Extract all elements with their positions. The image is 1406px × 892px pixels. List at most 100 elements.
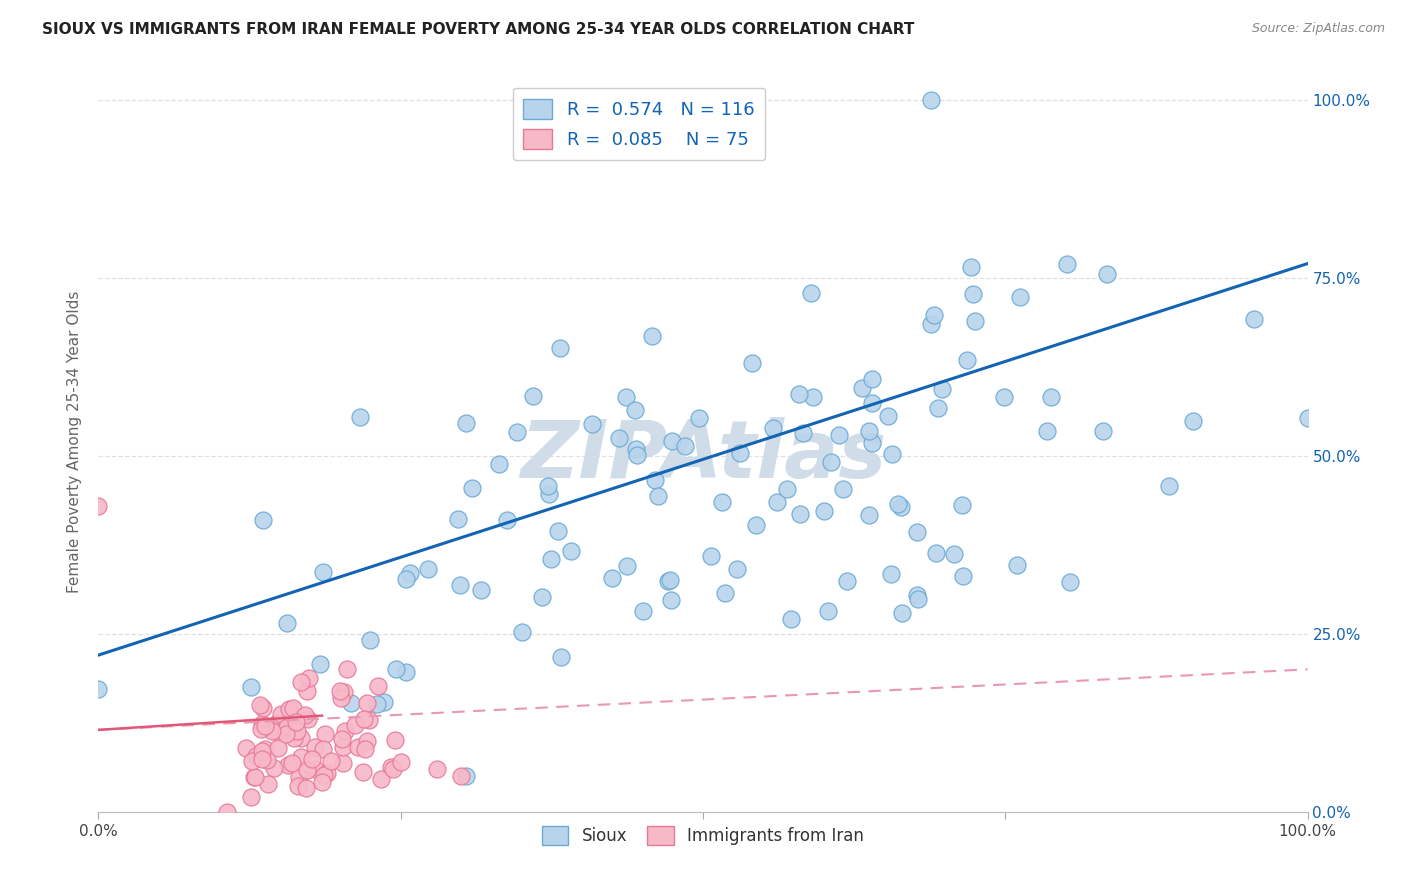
Point bbox=[235, 741, 257, 756]
Point bbox=[787, 387, 810, 401]
Point bbox=[276, 616, 298, 631]
Point bbox=[304, 739, 326, 754]
Point bbox=[304, 762, 326, 776]
Point bbox=[276, 720, 298, 734]
Point bbox=[312, 741, 335, 756]
Point bbox=[240, 790, 263, 805]
Point bbox=[266, 715, 288, 730]
Point bbox=[496, 513, 519, 527]
Point bbox=[87, 681, 110, 696]
Point bbox=[801, 391, 824, 405]
Point bbox=[927, 401, 949, 415]
Point bbox=[312, 565, 335, 579]
Point bbox=[283, 731, 305, 745]
Point bbox=[820, 455, 842, 469]
Point bbox=[245, 748, 267, 763]
Point bbox=[449, 578, 471, 592]
Point bbox=[1243, 311, 1265, 326]
Point bbox=[456, 769, 478, 783]
Point bbox=[943, 547, 966, 561]
Point bbox=[877, 409, 900, 424]
Point bbox=[329, 683, 352, 698]
Point bbox=[956, 352, 979, 367]
Point bbox=[217, 805, 239, 819]
Point bbox=[240, 680, 263, 694]
Point bbox=[285, 724, 308, 739]
Point bbox=[1040, 390, 1063, 404]
Point bbox=[538, 487, 561, 501]
Point bbox=[640, 328, 662, 343]
Point bbox=[330, 690, 353, 705]
Point bbox=[352, 765, 374, 780]
Point bbox=[250, 722, 273, 736]
Point bbox=[267, 741, 290, 756]
Point bbox=[1296, 411, 1319, 425]
Point bbox=[367, 679, 389, 693]
Point bbox=[962, 287, 984, 301]
Point bbox=[301, 751, 323, 765]
Point bbox=[240, 754, 263, 768]
Point bbox=[780, 612, 803, 626]
Point bbox=[399, 566, 422, 581]
Point bbox=[728, 445, 751, 459]
Point bbox=[858, 425, 880, 439]
Point bbox=[550, 649, 572, 664]
Text: Source: ZipAtlas.com: Source: ZipAtlas.com bbox=[1251, 22, 1385, 36]
Point bbox=[506, 425, 529, 439]
Point bbox=[860, 435, 883, 450]
Point bbox=[353, 712, 375, 726]
Point bbox=[714, 586, 737, 600]
Point bbox=[950, 498, 973, 512]
Point bbox=[295, 781, 318, 796]
Point bbox=[792, 425, 814, 440]
Point bbox=[1056, 257, 1078, 271]
Point bbox=[250, 744, 273, 758]
Point bbox=[993, 390, 1015, 404]
Point bbox=[711, 495, 734, 509]
Point bbox=[461, 482, 484, 496]
Point bbox=[1036, 424, 1059, 438]
Point bbox=[321, 754, 343, 768]
Point bbox=[382, 762, 405, 776]
Point bbox=[332, 731, 354, 746]
Point bbox=[700, 549, 723, 563]
Point bbox=[860, 372, 883, 386]
Point bbox=[253, 719, 276, 733]
Point bbox=[905, 524, 928, 539]
Point bbox=[281, 701, 304, 715]
Point bbox=[887, 497, 910, 511]
Point bbox=[333, 684, 356, 698]
Point bbox=[890, 500, 912, 515]
Point bbox=[311, 775, 333, 789]
Point bbox=[548, 341, 571, 355]
Point bbox=[339, 696, 361, 710]
Point bbox=[288, 770, 311, 784]
Point bbox=[450, 769, 472, 783]
Text: ZIPAtlas: ZIPAtlas bbox=[520, 417, 886, 495]
Point bbox=[600, 571, 623, 585]
Point bbox=[294, 707, 316, 722]
Point bbox=[343, 718, 366, 732]
Point bbox=[813, 504, 835, 518]
Point bbox=[858, 508, 880, 523]
Point bbox=[960, 260, 983, 274]
Point bbox=[263, 761, 285, 775]
Point bbox=[907, 591, 929, 606]
Point bbox=[1182, 414, 1205, 428]
Point bbox=[426, 762, 449, 776]
Point bbox=[661, 434, 683, 448]
Point bbox=[512, 625, 534, 640]
Point bbox=[250, 717, 273, 731]
Point bbox=[965, 314, 987, 328]
Point bbox=[333, 723, 356, 738]
Point bbox=[332, 740, 354, 755]
Point bbox=[285, 715, 308, 730]
Point bbox=[454, 416, 477, 430]
Point bbox=[312, 767, 335, 781]
Point bbox=[252, 513, 274, 527]
Point bbox=[356, 733, 378, 747]
Point bbox=[925, 546, 948, 560]
Point bbox=[290, 675, 312, 690]
Point bbox=[252, 701, 274, 715]
Point bbox=[281, 756, 304, 770]
